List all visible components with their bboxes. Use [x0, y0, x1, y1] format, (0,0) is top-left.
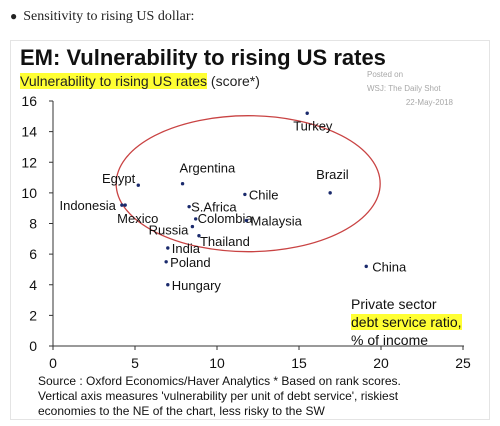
chart-subtitle-rest: (score*) [207, 73, 260, 89]
chart-panel: EM: Vulnerability to rising US rates Vul… [10, 40, 490, 420]
source-line: Vertical axis measures 'vulnerability pe… [38, 389, 399, 403]
y-tick-label: 0 [29, 338, 37, 354]
bullet-icon: ● [10, 9, 18, 23]
annotation-line: debt service ratio, [351, 313, 462, 331]
posted-watermark: Posted on WSJ: The Daily Shot 22-May-201… [367, 68, 457, 110]
data-point [197, 234, 201, 238]
axis-annotation: Private sector debt service ratio, % of … [351, 295, 462, 349]
source-note: Source : Oxford Economics/Haver Analytic… [38, 374, 478, 419]
posted-line: WSJ: The Daily Shot [367, 84, 441, 93]
data-label: India [172, 241, 201, 256]
data-label: China [372, 259, 407, 274]
y-tick-label: 14 [21, 124, 37, 140]
bullet-line: ● Sensitivity to rising US dollar: [10, 9, 194, 25]
y-tick-label: 4 [29, 277, 37, 293]
data-point [187, 204, 191, 209]
data-label: Poland [170, 255, 210, 270]
data-point [190, 224, 195, 229]
data-label: Thailand [200, 234, 250, 249]
data-label: Mexico [117, 211, 158, 226]
data-point [166, 283, 170, 287]
data-label: Colombia [198, 211, 254, 226]
data-point [166, 246, 170, 250]
chart-subtitle-highlight: Vulnerability to rising US rates [20, 73, 208, 89]
data-label: Brazil [316, 167, 349, 182]
data-label: Russia [149, 223, 190, 238]
data-point [243, 192, 247, 197]
data-point [244, 218, 249, 223]
y-tick-label: 10 [21, 185, 37, 201]
data-point [305, 111, 309, 115]
data-label: Chile [249, 187, 279, 202]
data-point [193, 217, 198, 221]
data-point [120, 203, 124, 207]
y-tick-label: 2 [29, 307, 37, 323]
x-tick-label: 5 [131, 355, 139, 371]
posted-line: 22-May-2018 [405, 98, 453, 107]
highlight-ellipse [115, 115, 381, 253]
chart-title: EM: Vulnerability to rising US rates [20, 45, 386, 70]
x-tick-label: 15 [291, 355, 307, 371]
x-tick-label: 10 [209, 355, 225, 371]
annotation-line: % of income [351, 332, 429, 348]
data-label: Egypt [102, 171, 136, 186]
data-point [180, 181, 185, 186]
data-point [364, 264, 368, 269]
data-point [136, 183, 140, 187]
y-tick-label: 16 [21, 93, 37, 109]
data-label: Malaysia [251, 213, 303, 228]
annotation-highlight: debt service ratio, [351, 314, 462, 330]
bullet-text: Sensitivity to rising US dollar: [23, 9, 195, 24]
x-tick-label: 0 [49, 355, 57, 371]
data-point [164, 260, 168, 264]
data-label: Indonesia [59, 198, 116, 213]
posted-line: Posted on [367, 70, 404, 79]
scatter-chart: 0 5 10 15 20 25 0 2 4 6 8 10 12 14 16 Turkey Brazil Chile… [21, 93, 471, 371]
data-label: Hungary [172, 278, 222, 293]
data-point [123, 203, 127, 207]
data-label: Argentina [180, 161, 236, 176]
y-tick-label: 8 [29, 216, 37, 232]
data-label: Turkey [293, 118, 333, 133]
data-label: S.Africa [191, 200, 237, 215]
annotation-line: Private sector [351, 296, 437, 312]
x-tick-label: 25 [455, 355, 471, 371]
y-tick-label: 6 [29, 246, 37, 262]
data-point [328, 191, 332, 195]
x-tick-label: 20 [373, 355, 389, 371]
chart-subtitle: Vulnerability to rising US rates (score*… [20, 73, 260, 89]
source-line: Source : Oxford Economics/Haver Analytic… [38, 374, 401, 388]
y-tick-label: 12 [21, 154, 37, 170]
source-line: economies to the NE of the chart, less r… [38, 404, 325, 418]
